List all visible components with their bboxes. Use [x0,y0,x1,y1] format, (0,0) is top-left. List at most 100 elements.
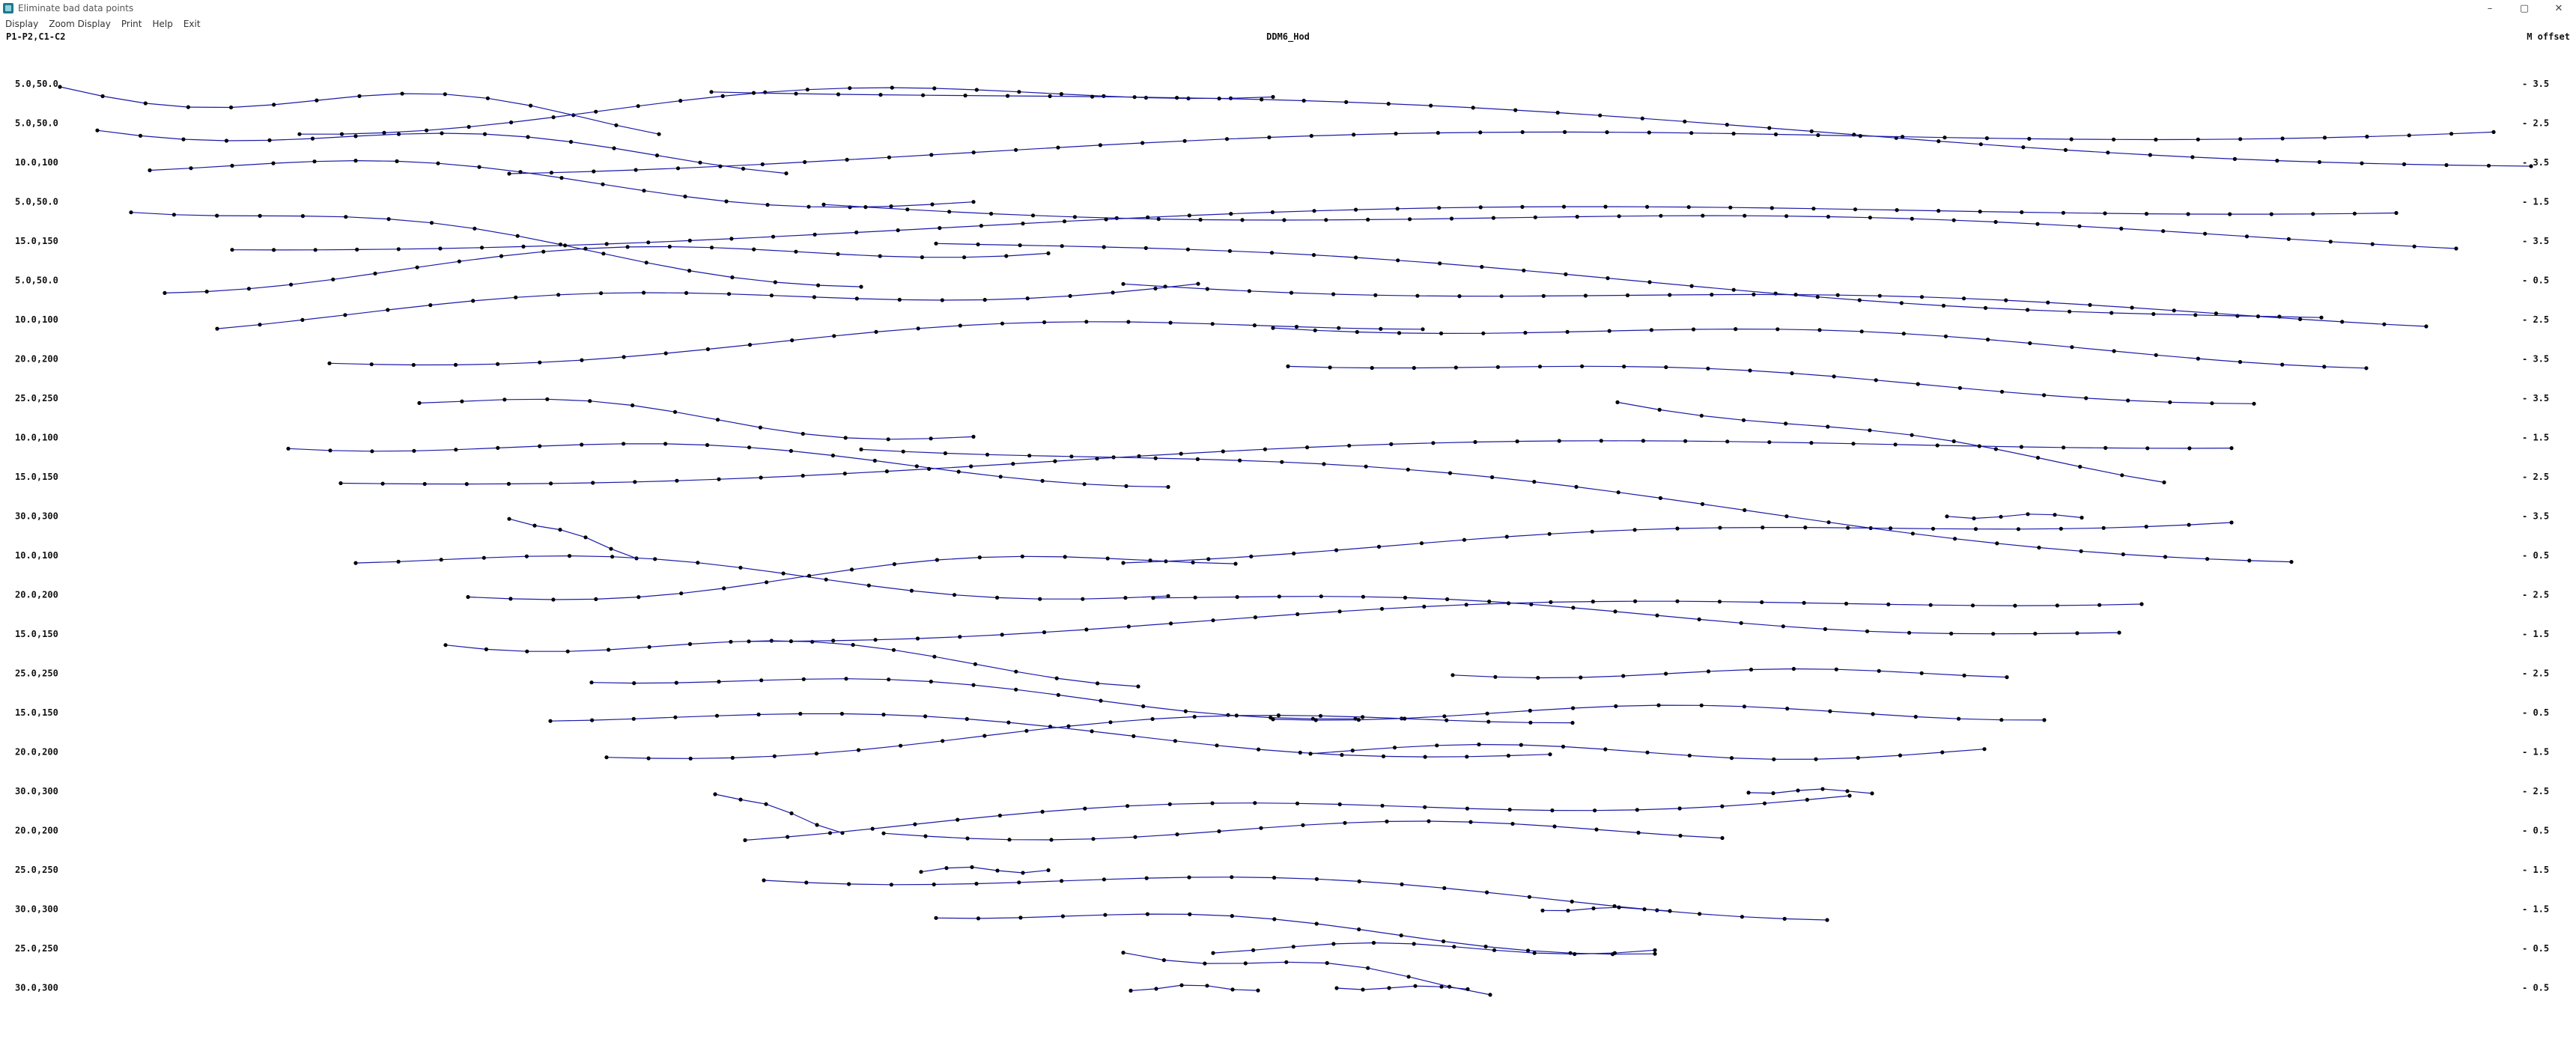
data-point[interactable] [801,473,805,478]
data-point[interactable] [590,718,595,722]
data-point[interactable] [1148,558,1152,563]
data-point[interactable] [1442,714,1447,719]
data-point[interactable] [1445,718,1449,722]
data-point[interactable] [2187,523,2191,527]
data-point[interactable] [1973,527,1978,531]
data-point[interactable] [1656,703,1661,707]
data-point[interactable] [1006,94,1010,98]
data-point[interactable] [1832,374,1836,379]
data-point[interactable] [1579,675,1583,680]
data-point[interactable] [892,562,896,567]
data-point[interactable] [824,577,828,582]
data-point[interactable] [1919,295,1925,299]
data-point[interactable] [944,866,949,871]
data-point[interactable] [1767,440,1772,445]
data-point[interactable] [2454,246,2458,251]
data-curve[interactable] [1130,984,1259,991]
data-point[interactable] [2491,130,2496,134]
data-point[interactable] [515,234,520,238]
data-point[interactable] [1108,720,1113,725]
data-point[interactable] [1146,215,1150,219]
data-point[interactable] [899,743,903,748]
data-point[interactable] [2035,222,2040,226]
data-point[interactable] [759,678,764,683]
data-point[interactable] [1480,264,1484,269]
data-point[interactable] [1898,753,1903,758]
data-point[interactable] [839,711,844,716]
data-point[interactable] [1625,293,1630,298]
data-point[interactable] [1675,526,1680,531]
data-point[interactable] [1782,916,1787,921]
data-point[interactable] [932,86,937,91]
data-point[interactable] [549,481,553,486]
data-point[interactable] [1689,131,1694,135]
data-point[interactable] [844,677,848,681]
data-point[interactable] [1144,876,1149,880]
data-point[interactable] [1249,554,1254,559]
data-point[interactable] [1038,597,1042,601]
data-point[interactable] [901,449,905,454]
data-point[interactable] [328,448,332,453]
data-point[interactable] [1060,914,1065,918]
data-point[interactable] [1387,986,1391,990]
data-point[interactable] [1935,443,1939,448]
data-point[interactable] [1380,803,1385,808]
data-point[interactable] [1734,327,1738,332]
data-point[interactable] [722,586,726,591]
data-point[interactable] [224,138,229,143]
data-point[interactable] [1931,526,1936,531]
data-point[interactable] [794,249,798,254]
data-point[interactable] [2205,557,2210,561]
data-point[interactable] [810,639,815,644]
data-point[interactable] [1095,457,1099,461]
data-point[interactable] [95,128,100,132]
data-point[interactable] [1063,555,1067,559]
data-curve[interactable] [340,440,2232,485]
data-point[interactable] [1137,454,1141,458]
data-point[interactable] [952,593,957,597]
data-point[interactable] [1593,808,1597,813]
data-point[interactable] [1286,364,1290,368]
data-point[interactable] [1350,749,1355,753]
data-curve[interactable] [299,87,1274,135]
data-point[interactable] [1175,832,1179,837]
data-point[interactable] [1145,912,1149,916]
data-point[interactable] [1445,597,1450,602]
data-point[interactable] [1282,218,1287,222]
data-point[interactable] [1272,875,1277,880]
data-point[interactable] [1179,983,1184,987]
data-point[interactable] [1515,439,1519,444]
data-point[interactable] [1311,253,1316,258]
data-point[interactable] [1221,449,1225,454]
data-point[interactable] [315,98,319,103]
data-point[interactable] [538,360,542,365]
data-point[interactable] [1784,214,1789,219]
data-point[interactable] [784,171,789,176]
data-point[interactable] [1090,94,1095,99]
data-point[interactable] [1126,320,1131,324]
data-point[interactable] [1570,721,1575,725]
data-point[interactable] [1091,837,1096,841]
data-point[interactable] [1267,135,1272,140]
data-point[interactable] [696,561,700,565]
data-point[interactable] [1526,948,1531,953]
data-point[interactable] [1069,454,1074,459]
data-point[interactable] [1175,96,1179,100]
data-point[interactable] [1271,94,1275,100]
data-point[interactable] [1269,251,1275,255]
plot-area[interactable]: P1-P2,C1-C2 DDM6_Hod M offset 5.0,50.0 - … [0,31,2576,1048]
data-point[interactable] [2187,446,2192,451]
data-point[interactable] [1168,320,1173,325]
data-point[interactable] [816,283,821,287]
data-point[interactable] [1062,219,1067,224]
data-point[interactable] [1603,747,1608,752]
data-point[interactable] [2154,137,2158,142]
data-point[interactable] [2486,163,2491,168]
data-curve[interactable] [1748,788,1873,794]
data-point[interactable] [1580,364,1585,368]
data-point[interactable] [2319,315,2324,320]
data-point[interactable] [1366,217,1370,222]
data-point[interactable] [1622,365,1626,369]
data-point[interactable] [1617,214,1621,219]
data-point[interactable] [1464,603,1468,607]
